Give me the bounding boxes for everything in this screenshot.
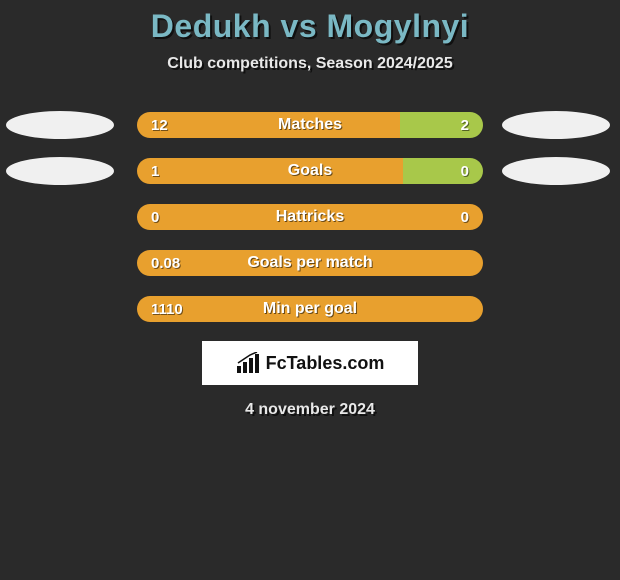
- stat-value-right: 0: [403, 158, 483, 184]
- logo-box: FcTables.com: [202, 341, 418, 385]
- subtitle: Club competitions, Season 2024/2025: [0, 55, 620, 73]
- stat-row: 0.08Goals per match: [0, 249, 620, 277]
- stat-value-left: 0.08: [137, 250, 483, 276]
- stat-row: 122Matches: [0, 111, 620, 139]
- player-oval-left: [6, 157, 114, 185]
- date-label: 4 november 2024: [0, 401, 620, 419]
- stat-value-right: 2: [400, 112, 483, 138]
- stat-value-left: 1110: [137, 296, 483, 322]
- comparison-card: Dedukh vs Mogylnyi Club competitions, Se…: [0, 0, 620, 419]
- player-oval-left: [6, 111, 114, 139]
- stat-value-right: 0: [137, 204, 483, 230]
- page-title: Dedukh vs Mogylnyi: [0, 8, 620, 45]
- stat-bar: 122: [137, 112, 483, 138]
- stat-row: 10Goals: [0, 157, 620, 185]
- stat-row: 1110Min per goal: [0, 295, 620, 323]
- stat-value-left: 12: [137, 112, 400, 138]
- stat-bar: 1110: [137, 296, 483, 322]
- stats-area: 122Matches 10Goals 00Hattricks 0.08Goals pe…: [0, 111, 620, 323]
- player-oval-right: [502, 111, 610, 139]
- player-oval-right: [502, 157, 610, 185]
- stat-bar: 0.08: [137, 250, 483, 276]
- stat-value-left: 1: [137, 158, 403, 184]
- chart-icon: [236, 352, 262, 374]
- logo-text: FcTables.com: [266, 353, 385, 374]
- stat-bar: 10: [137, 158, 483, 184]
- stat-row: 00Hattricks: [0, 203, 620, 231]
